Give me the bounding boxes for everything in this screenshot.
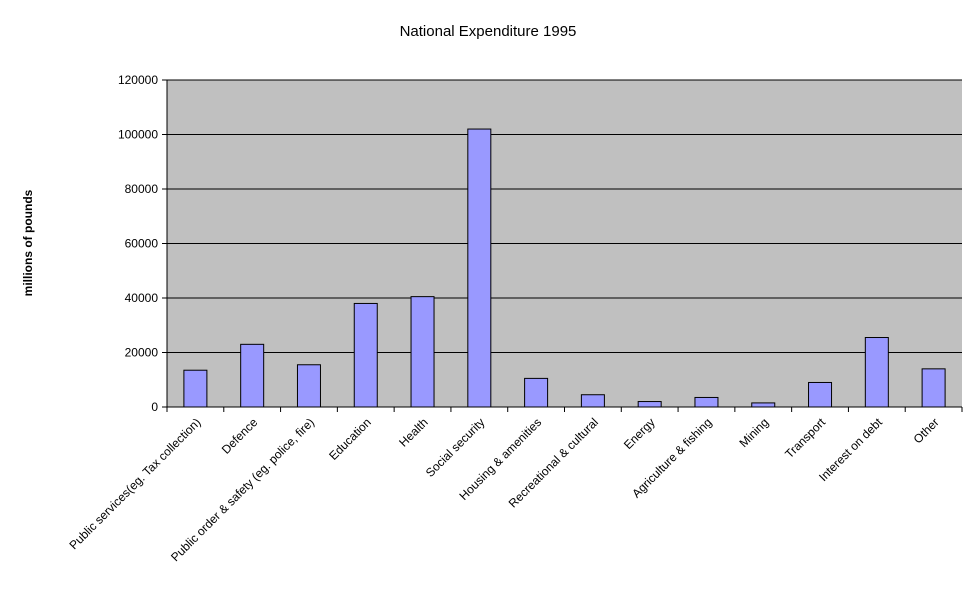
bar xyxy=(240,343,265,408)
chart-title: National Expenditure 1995 xyxy=(400,23,577,40)
bar xyxy=(751,402,776,408)
x-category-label: Health xyxy=(396,415,430,449)
x-category-label: Public services(eg. Tax collection) xyxy=(66,415,203,552)
x-tick-labels: Public services(eg. Tax collection) Defen… xyxy=(66,407,963,564)
x-category-label: Social security xyxy=(423,415,488,480)
bar xyxy=(524,377,549,408)
bars xyxy=(183,128,946,408)
bar xyxy=(637,401,662,408)
bar xyxy=(183,369,208,408)
x-category-label: Mining xyxy=(736,415,771,450)
x-category-label: Transport xyxy=(782,415,828,461)
x-category-label: Energy xyxy=(621,415,658,452)
bar xyxy=(808,381,833,408)
y-tick-label: 80000 xyxy=(125,182,159,196)
x-category-label: Other xyxy=(911,415,942,446)
gridlines xyxy=(167,79,962,353)
bar xyxy=(353,302,378,408)
y-tick-label: 100000 xyxy=(118,128,158,142)
bar xyxy=(864,337,889,408)
y-axis-label: millions of pounds xyxy=(21,189,35,296)
y-tick-label: 120000 xyxy=(118,73,158,87)
y-tick-label: 40000 xyxy=(125,291,159,305)
bar xyxy=(694,396,719,408)
y-tick-label: 60000 xyxy=(125,237,159,251)
x-category-label: Defence xyxy=(219,415,261,457)
bar xyxy=(467,128,492,408)
y-tick-labels: 0 20000 40000 60000 80000 100000 120000 xyxy=(118,73,167,414)
bar xyxy=(410,296,435,408)
y-tick-label: 0 xyxy=(151,400,158,414)
bar xyxy=(921,368,946,408)
x-category-label: Education xyxy=(326,415,374,463)
y-tick-label: 20000 xyxy=(125,346,159,360)
bar xyxy=(580,394,605,408)
bar xyxy=(296,364,321,408)
